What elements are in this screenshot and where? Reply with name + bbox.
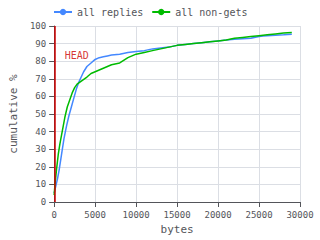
svg-text:70: 70 (35, 74, 46, 84)
svg-text:30000: 30000 (286, 210, 313, 220)
svg-text:5000: 5000 (84, 210, 106, 220)
svg-text:cumulative %: cumulative % (7, 74, 20, 154)
svg-text:0: 0 (41, 197, 46, 207)
svg-text:all replies: all replies (77, 7, 143, 18)
svg-text:20: 20 (35, 162, 46, 172)
svg-text:30: 30 (35, 144, 46, 154)
svg-text:50: 50 (35, 109, 46, 119)
svg-text:10: 10 (35, 179, 46, 189)
svg-text:HEAD: HEAD (65, 50, 89, 61)
svg-text:bytes: bytes (161, 223, 194, 236)
svg-text:90: 90 (35, 39, 46, 49)
svg-text:40: 40 (35, 127, 46, 137)
svg-text:0: 0 (51, 210, 56, 220)
svg-text:20000: 20000 (205, 210, 232, 220)
svg-text:25000: 25000 (245, 210, 272, 220)
svg-text:80: 80 (35, 56, 46, 66)
svg-text:15000: 15000 (164, 210, 191, 220)
svg-text:60: 60 (35, 91, 46, 101)
svg-text:all non-gets: all non-gets (175, 7, 247, 18)
svg-text:10000: 10000 (123, 210, 150, 220)
svg-text:100: 100 (30, 21, 46, 31)
